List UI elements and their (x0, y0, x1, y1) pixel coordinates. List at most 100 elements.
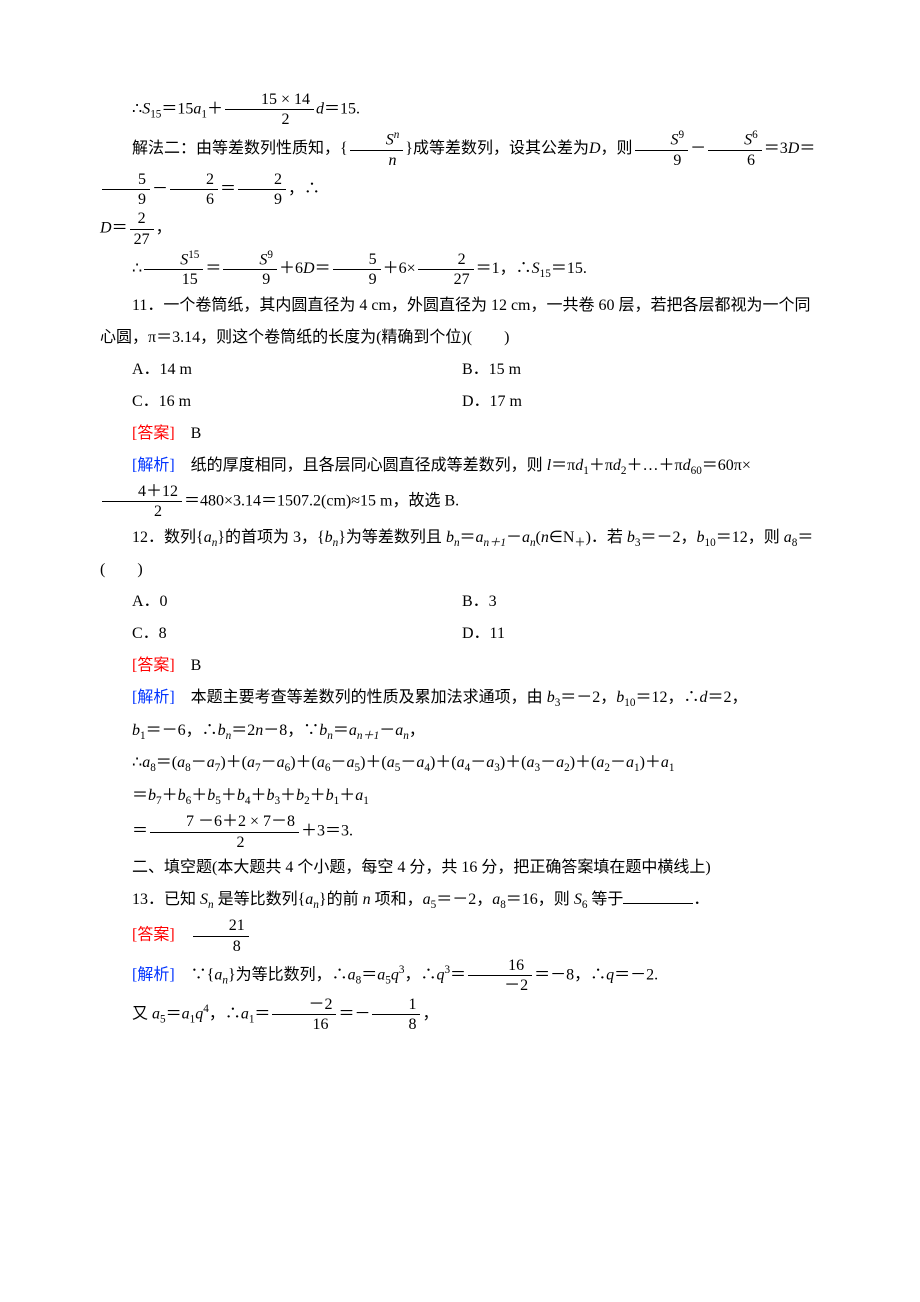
numerator: 16 (468, 956, 532, 976)
text: ＝2 (231, 722, 255, 739)
var: a (152, 1006, 160, 1023)
denominator: 27 (130, 230, 154, 249)
sub: n＋1 (484, 537, 506, 549)
numerator: －2 (272, 995, 336, 1015)
text: ＋ (221, 787, 237, 804)
text: 是等比数列{ (214, 891, 306, 908)
var: a (661, 754, 669, 771)
options-row: C．8D．11 (132, 618, 820, 650)
fraction: 59 (102, 170, 150, 209)
var: a (476, 529, 484, 546)
var: b (218, 722, 226, 739)
sup: 15 (188, 249, 199, 261)
text: － (330, 754, 346, 771)
var: a (626, 754, 634, 771)
text: 解法二：由等差数列性质知，{ (132, 140, 348, 157)
fraction: 29 (238, 170, 286, 209)
text: ＝ (205, 260, 221, 277)
sup: n (394, 129, 400, 141)
text: ＝15. (551, 260, 587, 277)
text: ＝ (799, 140, 815, 157)
option-d: D．11 (462, 618, 505, 650)
text: ＝16，则 (506, 891, 574, 908)
text: ＋ (310, 787, 326, 804)
text: }成等差数列，设其公差为 (405, 140, 589, 157)
var: b (325, 529, 333, 546)
numerator: 5 (102, 170, 150, 190)
question-11: 11．一个卷筒纸，其内圆直径为 4 cm，外圆直径为 12 cm，一共卷 60 … (100, 290, 820, 354)
answer-label: [答案] (132, 927, 175, 944)
numerator: S9 (635, 129, 689, 151)
var: a (277, 754, 285, 771)
fraction: 59 (333, 250, 381, 289)
text: ＝ (112, 220, 128, 237)
text: ＝ (460, 529, 476, 546)
var: d (613, 457, 621, 474)
text: ＝( (156, 754, 177, 771)
fraction: 227 (130, 209, 154, 248)
numerator: 2 (238, 170, 286, 190)
text: －8，∵ (263, 722, 319, 739)
text: }的前 (319, 891, 363, 908)
numerator: 5 (333, 250, 381, 270)
var: d (683, 457, 691, 474)
math-line: 又 a5＝a1q4，∴a1＝－216＝－18， (100, 995, 820, 1034)
var: S (574, 891, 582, 908)
var: S (671, 132, 679, 149)
text: ，∴ (288, 180, 320, 197)
var: a (387, 754, 395, 771)
var: a (457, 754, 465, 771)
text: }的首项为 3，{ (217, 529, 324, 546)
text: ＝60π× (702, 457, 751, 474)
option-d: D．17 m (462, 386, 522, 418)
sub: 1 (669, 762, 675, 774)
sub: n＋1 (357, 730, 379, 742)
text: ， (422, 1006, 438, 1023)
var: a (784, 529, 792, 546)
text: ＋3＝3. (301, 823, 353, 840)
sup: 9 (679, 129, 685, 141)
var: b (547, 689, 555, 706)
text: ＋ (280, 787, 296, 804)
text: 本题主要考查等差数列的性质及累加法求通项，由 (175, 689, 547, 706)
numerator: 2 (418, 250, 474, 270)
fraction: 15 × 142 (225, 90, 314, 129)
text: ＝－6，∴ (146, 722, 218, 739)
numerator: S9 (223, 249, 277, 271)
var: d (700, 689, 708, 706)
var: a (348, 966, 356, 983)
text: 12．数列{ (132, 529, 204, 546)
text: ＝ (333, 722, 349, 739)
sub: 60 (691, 465, 702, 477)
text: ＝2， (708, 689, 748, 706)
option-b: B．15 m (462, 354, 521, 386)
text: ， (156, 220, 172, 237)
answer-label: [答案] (132, 425, 175, 442)
text: 13．已知 (132, 891, 200, 908)
sup: 9 (267, 249, 273, 261)
var: S (386, 132, 394, 149)
var: d (316, 100, 324, 117)
denominator: 9 (102, 190, 150, 209)
text: ＝1，∴ (476, 260, 532, 277)
text: ＋ (162, 787, 178, 804)
text: － (610, 754, 626, 771)
text: 纸的厚度相同，且各层同心圆直径成等差数列，则 (175, 457, 547, 474)
var: b (132, 722, 140, 739)
var: a (142, 754, 150, 771)
numerator: 2 (170, 170, 218, 190)
var: a (247, 754, 255, 771)
analysis-label: [解析] (132, 966, 175, 983)
text: ＝－2， (641, 529, 697, 546)
math-line: ∴S15＝15a1＋15 × 142d＝15. (100, 90, 820, 129)
text: ＝－2， (436, 891, 492, 908)
text: 又 (132, 1006, 152, 1023)
var: S (744, 132, 752, 149)
text: ＝12，则 (716, 529, 784, 546)
fraction: S1515 (144, 249, 203, 290)
text: ，∴ (209, 1006, 241, 1023)
denominator: 9 (333, 270, 381, 289)
answer-line: [答案] B (100, 418, 820, 450)
text: )＋( (570, 754, 597, 771)
text: ＋ (250, 787, 266, 804)
